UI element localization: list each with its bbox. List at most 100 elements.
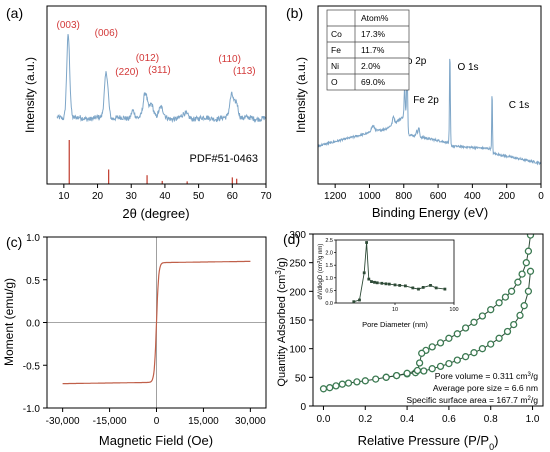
panel-d-y-tick-label: 100 (289, 345, 306, 356)
panel-d-desorption-point (478, 312, 487, 320)
panel-d-x-tick-label: 0.8 (484, 414, 498, 425)
panel-d-inset-point (417, 287, 420, 291)
panel-d-desorption-point (495, 299, 503, 307)
panel-c-xlabel: Magnetic Field (Oe) (99, 433, 213, 448)
panel-a-pattern-line (56, 34, 266, 124)
panel-a-label: (a) (6, 5, 23, 21)
panel-d-desorption-point (522, 259, 530, 267)
panel-d-inset-point (362, 271, 366, 275)
panel-d-adsorption-point (420, 367, 428, 375)
panel-d-inset-point (358, 298, 361, 302)
panel-b-table-value: Atom% (361, 13, 389, 23)
panel-d-y-tick-label: 150 (289, 316, 306, 327)
panel-d-inset-point (404, 284, 407, 288)
panel-d-x-tick-label: 0.0 (317, 414, 331, 425)
panel-d-inset-point (411, 286, 415, 290)
panel-d-inset-point (387, 282, 391, 286)
panel-d-desorption-point (487, 306, 495, 314)
panel-d-inset-ylabel: dV/dlogD (cm3/g nm) (316, 244, 325, 300)
panel-d-desorption-point (507, 287, 516, 295)
panel-b-x-tick-label: 0 (538, 191, 544, 202)
panel-c-x-tick-label: 15,000 (188, 416, 219, 427)
panel-d-x-tick-label: 0.6 (442, 414, 456, 425)
panel-b-x-tick-label: 1000 (358, 191, 381, 202)
panel-b-ylabel: Intensity (a.u.) (294, 57, 308, 133)
panel-d-adsorption-point (372, 375, 380, 383)
panel-d-adsorption-line (323, 271, 531, 390)
panel-b-table-value: 11.7% (361, 45, 385, 55)
panel-d-inset: 0.0 0.5 1.0 1.5 2.0 2.5 10 100 Pore Diameter (nm… (316, 238, 459, 329)
panel-a-pdf-label: PDF#51-0463 (190, 153, 259, 165)
panel-d-bet: 0.0 0.2 0.4 0.6 0.8 1.0 0 50 100 150 200 250 300 Por… (274, 230, 544, 452)
panel-d-adsorption-point (344, 379, 353, 387)
panel-d-inset-x-tick-label: 100 (449, 307, 458, 313)
panel-d-adsorption-point (319, 385, 328, 393)
panel-d-desorption-point (445, 334, 453, 342)
panel-d-desorption-point (382, 373, 390, 381)
panel-d-desorption-point (453, 330, 461, 338)
panel-d-adsorption-point (326, 384, 334, 392)
panel-b-table-frame (326, 9, 410, 91)
panel-c-magnetization-curve (62, 260, 251, 385)
panel-a-xrd: (003) (006) (220) (012)(311) (110)(113) 10 20… (6, 5, 272, 221)
panel-d-desorption-point (403, 369, 411, 377)
panel-c-x-tick-label: 0 (154, 416, 160, 427)
panel-d-inset-y-tick-label: 0.5 (325, 288, 333, 294)
panel-d-y-tick-label: 250 (289, 259, 306, 270)
panel-d-adsorption-point (510, 320, 518, 329)
panel-a-frame (46, 5, 267, 185)
panel-b-xlabel: Binding Energy (eV) (372, 205, 488, 220)
panel-b-spectrum-line (318, 58, 541, 166)
panel-d-adsorption-point (332, 382, 340, 390)
panel-d-adsorption-point (520, 302, 528, 310)
panel-b-x-tick-label: 200 (498, 191, 515, 202)
panel-a-x-tick-label: 30 (126, 191, 138, 202)
panel-c-y-tick-label: -0.5 (23, 361, 41, 372)
panel-d-desorption-point (392, 371, 401, 380)
panel-d-desorption-point (514, 278, 522, 286)
panel-d-adsorption-point (524, 287, 533, 295)
panel-a-x-tick-label: 60 (227, 191, 239, 202)
panel-d-inset-x-tick-label: 10 (392, 307, 398, 313)
panel-c-magnetization: -30,000 -15,000 0 15,000 30,000 -1.0 -0.5 0.0 0.… (2, 233, 267, 448)
panel-a-peak-label: (003) (57, 20, 80, 31)
panel-a-peak-label: (006) (95, 28, 118, 39)
panel-b-table-value: 17.3% (361, 29, 386, 39)
panel-d-note: Pore volume = 0.311 cm3/g (435, 371, 538, 381)
panel-a-peak-label: (113) (233, 66, 256, 77)
panel-d-desorption-point (518, 270, 526, 278)
panel-d-adsorption-point (495, 334, 503, 342)
panel-c-x-tick-label: -15,000 (93, 416, 127, 427)
panel-d-inset-point (380, 281, 384, 285)
panel-d-adsorption-point (503, 327, 512, 336)
panel-d-adsorption-point (428, 365, 436, 373)
panel-a-x-tick-label: 20 (92, 191, 104, 202)
panel-d-desorption-point (428, 343, 436, 351)
panel-b-peak-label: Fe 2p (413, 95, 439, 106)
panel-b-atom-table: Atom% Co 17.3% Fe 11.7% Ni 2.0% O 69.0% (326, 9, 410, 91)
panel-d-inset-y-tick-label: 2.5 (325, 238, 333, 244)
panel-d-desorption-point (526, 234, 535, 239)
panel-d-inset-point (393, 283, 397, 287)
panel-d-inset-y-tick-label: 1.0 (325, 276, 333, 282)
panel-d-x-tick-label: 0.2 (358, 414, 372, 425)
panel-a-peak-label: (311) (148, 65, 171, 76)
panel-d-note: Average pore size = 6.6 nm (433, 383, 538, 393)
panel-d-inset-point (352, 300, 356, 304)
panel-c-y-tick-label: -1.0 (23, 404, 41, 415)
panel-d-adsorption-point (338, 380, 346, 388)
panel-d-inset-point (384, 282, 388, 286)
panel-d-xlabel: Relative Pressure (P/P0) (358, 433, 499, 452)
panel-d-label: (d) (283, 231, 300, 247)
panel-b-table-element: Ni (331, 61, 339, 71)
panel-d-y-tick-label: 200 (289, 287, 306, 298)
panel-b-peak-label: O 1s (457, 62, 478, 73)
panel-d-ylabel: Quantity Adsorbed (cm3/g) (274, 257, 289, 386)
panel-d-adsorption-point (461, 353, 470, 361)
panel-a-x-tick-label: 50 (193, 191, 205, 202)
panel-b-frame (317, 5, 542, 185)
panel-d-adsorption-point (470, 349, 478, 357)
panel-b-table-element: O (331, 77, 338, 87)
